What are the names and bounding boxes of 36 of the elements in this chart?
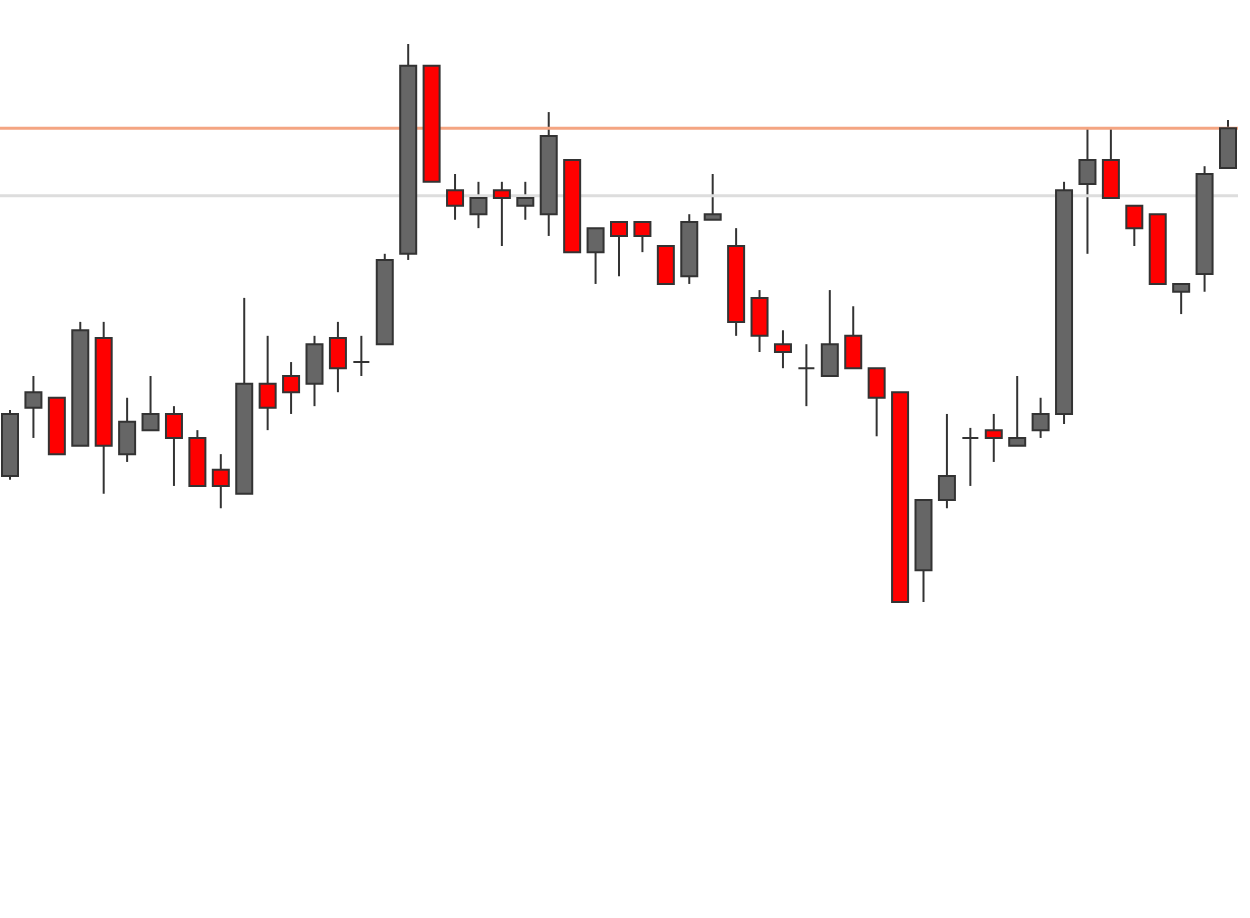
candlestick — [1101, 127, 1120, 200]
candlestick — [867, 367, 886, 438]
candlestick — [937, 412, 956, 510]
candlestick — [282, 361, 301, 415]
candlestick — [1078, 127, 1097, 255]
candlestick — [984, 412, 1003, 463]
candlestick — [305, 334, 324, 408]
candlestick — [516, 180, 535, 221]
candlestick — [118, 396, 137, 463]
candlestick — [633, 221, 652, 254]
candlestick — [773, 329, 792, 370]
candlestick — [656, 245, 675, 285]
candlestick — [961, 426, 980, 487]
candlestick — [750, 289, 769, 354]
candlestick — [164, 405, 183, 487]
candlestick — [492, 180, 511, 247]
candlestick — [24, 375, 43, 439]
candlestick — [211, 453, 230, 510]
candlestick — [141, 375, 160, 432]
candlestick — [258, 334, 277, 432]
candlestick — [820, 289, 839, 378]
candlestick — [1008, 375, 1027, 447]
candlestick — [469, 180, 488, 230]
candlestick — [1031, 396, 1050, 439]
candlestick — [1125, 204, 1144, 247]
candlestick — [586, 227, 605, 285]
candlestick — [446, 173, 465, 221]
candlestick — [188, 429, 207, 487]
candlestick — [1172, 282, 1191, 316]
candlestick — [703, 173, 722, 221]
candlestick — [1219, 118, 1237, 169]
candlestick — [328, 320, 347, 394]
candlestick — [610, 221, 628, 278]
candlestick — [797, 343, 816, 408]
candlestick — [844, 305, 863, 370]
candlestick — [352, 334, 371, 378]
